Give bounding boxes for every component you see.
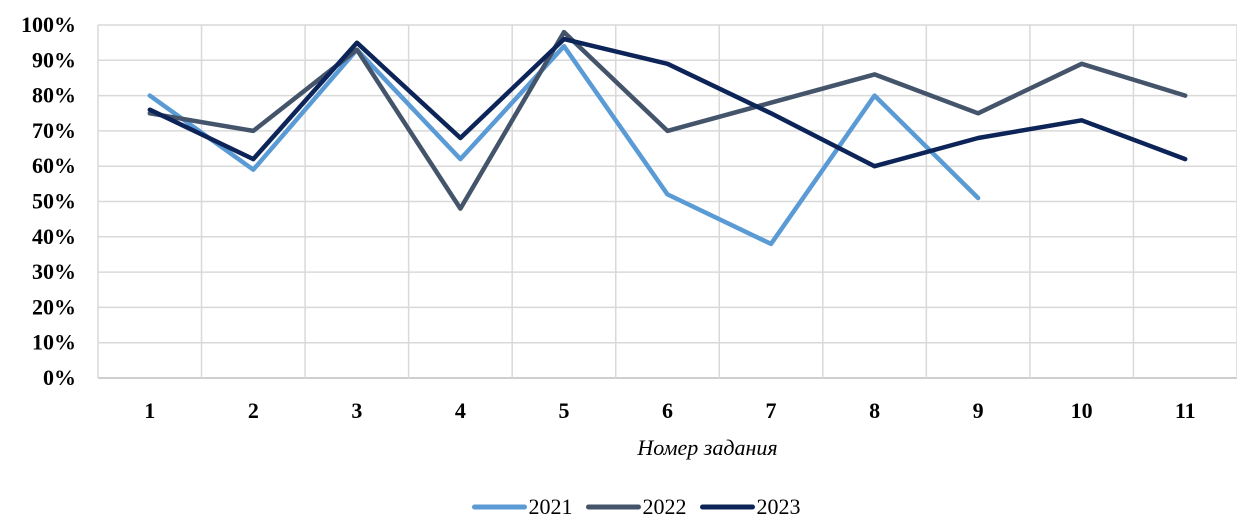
series-line-2023 (147, 36, 1188, 169)
legend: 2021 2022 2023 (472, 494, 801, 519)
x-tick-label: 8 (869, 398, 880, 423)
x-tick-label: 4 (455, 398, 466, 423)
series-line-2021 (147, 43, 981, 247)
x-axis-ticks: 1 2 3 4 5 6 7 8 9 10 11 (144, 398, 1195, 423)
x-tick-label: 1 (144, 398, 155, 423)
x-tick-label: 5 (558, 398, 569, 423)
legend-item-2022: 2022 (586, 494, 687, 519)
x-tick-label: 7 (766, 398, 777, 423)
x-tick-label: 3 (351, 398, 362, 423)
y-tick-label: 60% (32, 153, 76, 178)
x-axis-label: Номер задания (636, 435, 777, 460)
y-tick-label: 40% (32, 224, 76, 249)
y-axis-ticks: 0% 10% 20% 30% 40% 50% 60% 70% 80% 90% 100% (21, 12, 76, 390)
x-tick-label: 9 (973, 398, 984, 423)
y-tick-label: 50% (32, 189, 76, 214)
y-tick-label: 20% (32, 294, 76, 319)
y-tick-label: 80% (32, 83, 76, 108)
y-tick-label: 10% (32, 330, 76, 355)
series-line-2022 (147, 29, 1188, 211)
legend-label: 2022 (643, 494, 687, 519)
y-tick-label: 0% (43, 365, 76, 390)
legend-label: 2023 (757, 494, 801, 519)
legend-item-2021: 2021 (472, 494, 573, 519)
series-lines (147, 29, 1188, 247)
x-tick-label: 11 (1175, 398, 1196, 423)
x-tick-label: 10 (1071, 398, 1093, 423)
y-tick-label: 30% (32, 259, 76, 284)
legend-item-2023: 2023 (700, 494, 801, 519)
y-tick-label: 70% (32, 118, 76, 143)
x-tick-label: 6 (662, 398, 673, 423)
legend-label: 2021 (529, 494, 573, 519)
x-tick-label: 2 (248, 398, 259, 423)
y-tick-label: 90% (32, 47, 76, 72)
y-tick-label: 100% (21, 12, 76, 37)
grid (97, 24, 1237, 379)
